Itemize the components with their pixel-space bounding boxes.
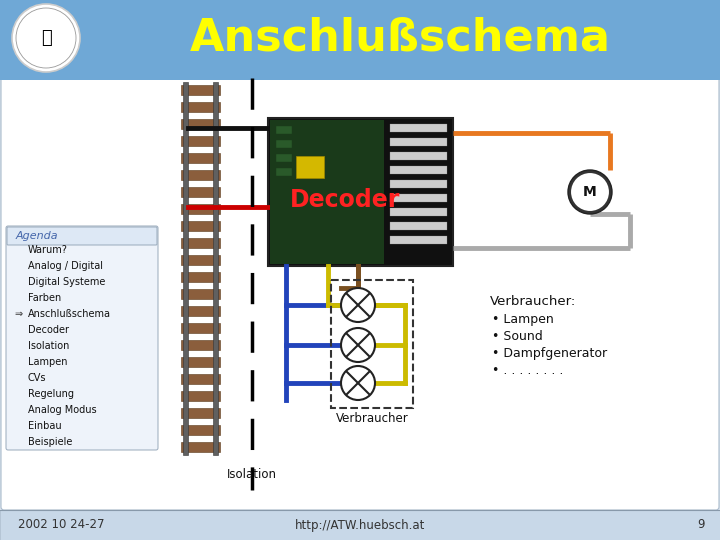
Bar xyxy=(181,391,220,401)
Bar xyxy=(390,180,447,188)
Bar xyxy=(331,280,413,408)
FancyBboxPatch shape xyxy=(6,226,158,450)
Text: Lampen: Lampen xyxy=(28,357,68,367)
Text: Verbraucher:: Verbraucher: xyxy=(490,295,576,308)
Bar xyxy=(181,323,220,333)
Bar xyxy=(390,222,447,230)
Text: Anschlußschema: Anschlußschema xyxy=(189,17,611,59)
Bar xyxy=(181,204,220,214)
Bar xyxy=(390,152,447,160)
FancyBboxPatch shape xyxy=(1,65,719,510)
Bar xyxy=(181,255,220,265)
Bar xyxy=(276,168,292,176)
Text: M: M xyxy=(583,185,597,199)
Bar xyxy=(270,120,384,264)
Text: • Lampen: • Lampen xyxy=(492,313,554,326)
Bar xyxy=(181,238,220,248)
Bar xyxy=(181,136,220,146)
Bar xyxy=(181,102,220,112)
Bar xyxy=(181,357,220,367)
Circle shape xyxy=(341,366,375,400)
Text: CVs: CVs xyxy=(28,373,47,383)
Bar xyxy=(181,340,220,350)
Bar xyxy=(181,187,220,197)
Text: • Dampfgenerator: • Dampfgenerator xyxy=(492,347,607,360)
Bar xyxy=(181,374,220,384)
Text: Beispiele: Beispiele xyxy=(28,437,73,447)
Bar xyxy=(390,194,447,202)
Text: Isolation: Isolation xyxy=(28,341,69,351)
Text: Warum?: Warum? xyxy=(28,245,68,255)
Bar xyxy=(181,408,220,418)
Bar xyxy=(181,170,220,180)
Bar xyxy=(296,156,324,178)
Circle shape xyxy=(12,4,80,72)
Bar xyxy=(390,208,447,216)
Text: 9: 9 xyxy=(698,518,705,531)
Text: 🚂: 🚂 xyxy=(40,29,51,47)
Bar xyxy=(183,82,188,455)
Text: • Sound: • Sound xyxy=(492,330,543,343)
Text: Einbau: Einbau xyxy=(28,421,62,431)
Bar xyxy=(268,118,453,266)
Bar xyxy=(181,442,220,452)
Text: • . . . . . . . .: • . . . . . . . . xyxy=(492,364,563,377)
Bar xyxy=(181,289,220,299)
Circle shape xyxy=(570,172,610,212)
Text: Anschlußschema: Anschlußschema xyxy=(28,309,111,319)
Circle shape xyxy=(341,328,375,362)
Circle shape xyxy=(341,288,375,322)
Circle shape xyxy=(16,8,76,68)
Bar xyxy=(390,138,447,146)
Text: ⇒: ⇒ xyxy=(14,309,22,319)
Bar xyxy=(181,119,220,129)
Text: Agenda: Agenda xyxy=(16,231,58,241)
Bar xyxy=(276,154,292,162)
Bar xyxy=(390,166,447,174)
Text: Digital Systeme: Digital Systeme xyxy=(28,277,105,287)
Text: Farben: Farben xyxy=(28,293,61,303)
Bar xyxy=(0,30,720,68)
Bar xyxy=(181,425,220,435)
Bar xyxy=(181,306,220,316)
Bar xyxy=(181,221,220,231)
Bar xyxy=(181,272,220,282)
Text: Decoder: Decoder xyxy=(28,325,69,335)
Bar xyxy=(213,82,218,455)
Bar xyxy=(0,510,720,540)
Text: Decoder: Decoder xyxy=(290,188,400,212)
Text: Analog Modus: Analog Modus xyxy=(28,405,96,415)
Bar xyxy=(390,124,447,132)
Text: Verbraucher: Verbraucher xyxy=(336,412,408,425)
Bar xyxy=(181,153,220,163)
Circle shape xyxy=(568,170,612,214)
Bar xyxy=(390,236,447,244)
Text: http://ATW.huebsch.at: http://ATW.huebsch.at xyxy=(294,518,426,531)
Text: Regelung: Regelung xyxy=(28,389,74,399)
Bar xyxy=(276,140,292,148)
FancyBboxPatch shape xyxy=(7,227,157,245)
Text: 2002 10 24-27: 2002 10 24-27 xyxy=(18,518,104,531)
Text: Analog / Digital: Analog / Digital xyxy=(28,261,103,271)
FancyBboxPatch shape xyxy=(0,0,720,80)
Text: Isolation: Isolation xyxy=(227,468,277,481)
Bar xyxy=(276,126,292,134)
Bar xyxy=(181,85,220,95)
